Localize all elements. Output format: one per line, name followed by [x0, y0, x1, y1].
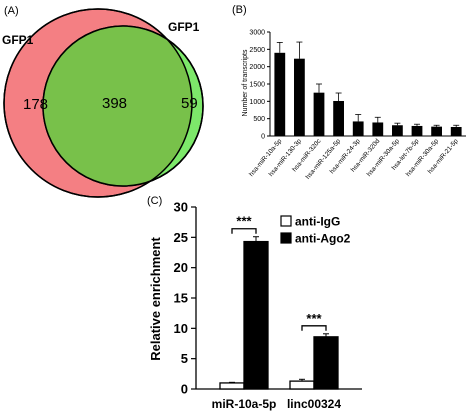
chart-c-significance-bracket [301, 325, 327, 331]
chart-b-y-tick-label: 2000 [249, 64, 265, 71]
chart-b: (B) Number of transcripts 0 500 1000 1500 20… [232, 4, 466, 181]
chart-c-y-axis-label: Relative enrichment [148, 237, 163, 361]
chart-c-legend-label: anti-IgG [295, 215, 340, 229]
chart-c-bars [219, 228, 339, 390]
chart-b-bar [294, 58, 305, 137]
chart-c-y-tick-label: 5 [181, 351, 188, 366]
chart-b-y-axis-label: Number of transcripts [242, 49, 249, 116]
venn-intersection-count: 398 [102, 95, 127, 112]
venn-set-right-name: GFP1 [168, 20, 200, 34]
venn-set-right-outline [42, 25, 204, 187]
venn-intersection [43, 26, 192, 186]
chart-b-bar [450, 126, 462, 136]
chart-b-x-tick-label: hsa-miR-10a-5p [248, 137, 284, 177]
chart-c-significance-label: *** [236, 214, 252, 229]
venn-diagram: (A) GFP1 GFP1 178 398 59 [2, 5, 204, 198]
chart-b-bar [411, 125, 423, 136]
chart-c-bar [243, 240, 269, 390]
chart-b-y-tick-label: 2500 [249, 47, 265, 54]
chart-c-legend-label: anti-Ago2 [295, 232, 351, 246]
chart-b-y-tick-label: 500 [253, 116, 265, 123]
chart-b-y-tick-label: 0 [261, 134, 265, 141]
chart-c-y-tick-label: 20 [174, 260, 188, 275]
chart-b-bar [274, 52, 286, 136]
chart-c-x-tick-label: miR-10a-5p [212, 397, 277, 411]
chart-c-bar [219, 382, 245, 390]
venn-left-only-count: 178 [23, 96, 48, 113]
chart-c-y-tick-label: 15 [174, 291, 188, 306]
chart-c-bar [313, 336, 339, 390]
chart-b-bar [352, 121, 364, 136]
chart-c-significance-bracket [231, 228, 257, 234]
chart-c: (C) Relative enrichment 0 5 10 15 20 25 30 *** m… [147, 195, 362, 411]
chart-c-tick-labels: 0 5 10 15 20 25 30 *** miR-10a-5p *** linc00324 [174, 200, 342, 412]
chart-c-x-tick-label: linc00324 [287, 397, 341, 411]
chart-c-y-tick-label: 0 [181, 382, 188, 397]
chart-c-bar [289, 380, 315, 390]
chart-b-y-tick-label: 1000 [249, 99, 265, 106]
chart-b-bar [431, 126, 442, 136]
chart-c-legend-swatch [280, 232, 292, 244]
chart-b-bars [274, 41, 462, 137]
chart-c-significance-label: *** [306, 311, 322, 326]
chart-b-y-tick-label: 1500 [249, 82, 265, 89]
panel-b-label: (B) [232, 4, 247, 16]
panel-c-label: (C) [147, 195, 162, 207]
chart-b-bar [372, 122, 384, 136]
panel-a-label: (A) [4, 5, 19, 17]
chart-b-bar [392, 125, 403, 136]
chart-b-bar [313, 92, 325, 136]
chart-c-legend: anti-IgG anti-Ago2 [280, 215, 351, 246]
chart-b-y-tick-label: 3000 [249, 30, 265, 37]
chart-c-y-tick-label: 25 [174, 230, 188, 245]
venn-set-left-name: GFP1 [2, 33, 34, 47]
venn-set-left-outline [3, 8, 193, 198]
chart-c-y-tick-label: 10 [174, 321, 188, 336]
venn-right-only-count: 59 [181, 95, 198, 112]
chart-b-x-tick-label: hsa-miR-125a-5p [304, 137, 342, 180]
chart-b-bar [333, 100, 344, 136]
chart-c-y-tick-label: 30 [174, 200, 188, 215]
chart-c-legend-swatch [280, 215, 292, 227]
